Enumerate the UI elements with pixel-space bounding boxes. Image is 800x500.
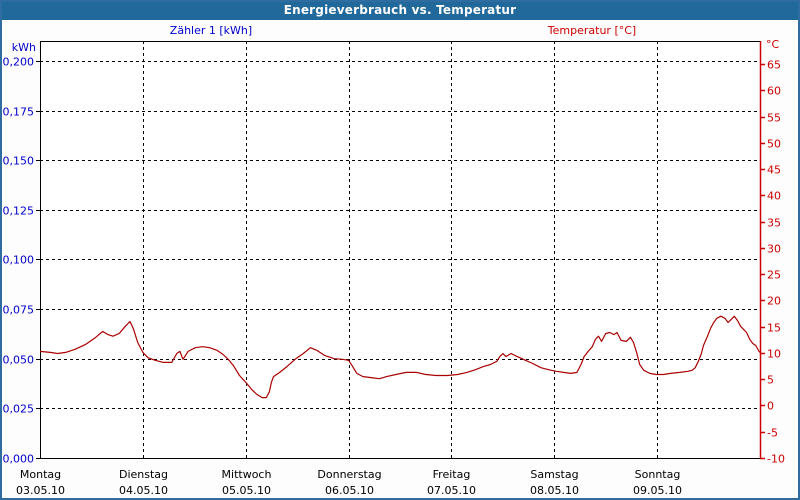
right-axis-tick-label: 50 (767, 138, 781, 151)
temperature-line (39, 315, 761, 399)
x-axis-date-label: 09.05.10 (633, 484, 682, 497)
right-axis-tick-label: 35 (767, 217, 781, 230)
x-axis-day-label: Dienstag (119, 468, 168, 481)
x-axis-day-label: Montag (20, 468, 61, 481)
right-axis-tick-label: 20 (767, 295, 781, 308)
x-axis-date-label: 08.05.10 (530, 484, 579, 497)
title-bar: Energieverbrauch vs. Temperatur (0, 0, 800, 20)
left-axis-tick-label: 0,150 (3, 155, 35, 168)
right-axis-tick-label: -10 (767, 453, 785, 466)
left-axis-unit-label: kWh (11, 41, 36, 54)
x-axis-day-label: Samstag (530, 468, 578, 481)
left-axis-tick-label: 0,200 (3, 56, 35, 69)
x-axis-date-label: 04.05.10 (119, 484, 168, 497)
legend-label-zaehler: Zähler 1 [kWh] (169, 24, 253, 37)
legend-label-temperatur: Temperatur [°C] (547, 24, 637, 37)
right-axis-tick-label: 45 (767, 164, 781, 177)
x-axis-date-label: 05.05.10 (222, 484, 271, 497)
right-axis-tick-label: -5 (767, 427, 778, 440)
left-axis-tick-label: 0,125 (3, 205, 35, 218)
page-title: Energieverbrauch vs. Temperatur (283, 3, 517, 17)
left-axis-tick-label: 0,000 (3, 453, 35, 466)
right-axis-tick-label: 10 (767, 348, 781, 361)
left-axis-tick-label: 0,100 (3, 254, 35, 267)
right-axis-tick-label: 55 (767, 112, 781, 125)
right-axis-tick-label: 5 (767, 374, 774, 387)
right-axis-tick-label: 25 (767, 269, 781, 282)
x-axis-day-label: Sonntag (635, 468, 681, 481)
right-axis-tick-label: 65 (767, 59, 781, 72)
right-axis-tick-label: 60 (767, 85, 781, 98)
right-axis-unit-label: °C (766, 38, 780, 51)
left-axis-tick-label: 0,050 (3, 354, 35, 367)
left-axis-tick-label: 0,025 (3, 403, 35, 416)
x-axis-day-label: Donnerstag (317, 468, 381, 481)
right-axis-tick-label: 15 (767, 322, 781, 335)
plot-border (40, 41, 760, 459)
left-axis-tick-label: 0,175 (3, 106, 35, 119)
left-axis-tick-label: 0,075 (3, 304, 35, 317)
right-axis-tick-label: 0 (767, 400, 774, 413)
x-axis-day-label: Freitag (433, 468, 471, 481)
right-axis-tick-label: 40 (767, 190, 781, 203)
x-axis-date-label: 06.05.10 (325, 484, 374, 497)
x-axis-date-label: 07.05.10 (427, 484, 476, 497)
x-axis-day-label: Mittwoch (222, 468, 272, 481)
x-axis-date-label: 03.05.10 (16, 484, 65, 497)
right-axis-tick-label: 30 (767, 243, 781, 256)
plot-area (40, 41, 760, 458)
